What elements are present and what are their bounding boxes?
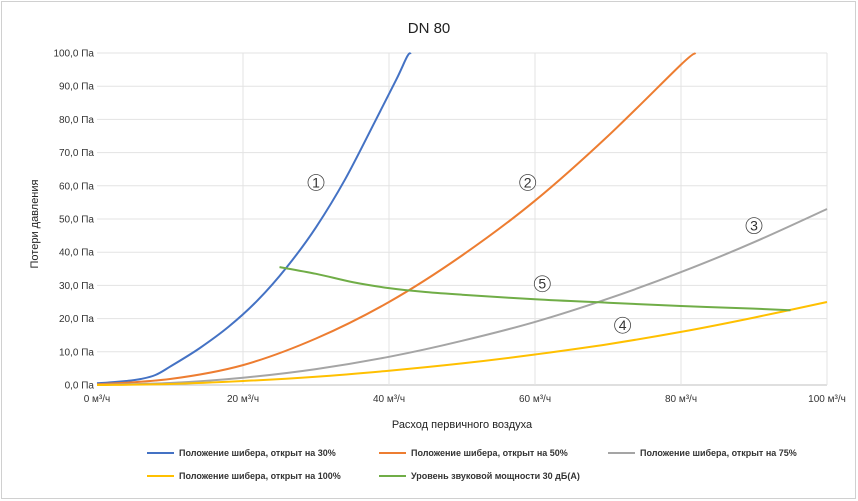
x-tick-label: 20 м³/ч — [227, 394, 259, 405]
legend-label-2: Положение шибера, открыт на 50% — [411, 448, 568, 458]
y-axis-label: Потери давления — [29, 179, 41, 268]
curve-marker-circle — [519, 174, 537, 191]
curve-marker-label: 2 — [524, 174, 532, 190]
x-tick-label: 60 м³/ч — [519, 394, 551, 405]
series-line-4 — [96, 301, 828, 386]
curve-markers: 1 2 3 4 5 — [307, 174, 763, 334]
legend: Положение шибера, открыт на 30% Положение… — [147, 448, 797, 481]
chart-title: DN 80 — [408, 20, 451, 37]
x-tick-label: 40 м³/ч — [373, 394, 405, 405]
grid — [97, 52, 828, 386]
x-tick-label: 0 м³/ч — [84, 394, 111, 405]
curve-marker-circle — [533, 275, 551, 293]
legend-label-5: Уровень звуковой мощности 30 дБ(А) — [411, 471, 580, 481]
y-tick-label: 90,0 Па — [59, 82, 94, 93]
series-line-5 — [279, 266, 791, 312]
curve-marker-label: 4 — [619, 317, 627, 333]
y-tick-label: 30,0 Па — [59, 281, 94, 292]
y-tick-label: 40,0 Па — [59, 248, 94, 259]
series-line-2 — [96, 52, 697, 386]
x-axis-label: Расход первичного воздуха — [392, 419, 533, 431]
series-line-3 — [96, 208, 828, 386]
curve-marker-label: 5 — [538, 276, 546, 292]
series-line-1 — [96, 52, 412, 385]
y-tick-label: 50,0 Па — [59, 215, 94, 226]
curve-marker-circle — [307, 174, 325, 191]
y-axis-ticks: 0,0 Па 10,0 Па 20,0 Па 30,0 Па 40,0 Па 50,0 П… — [53, 49, 94, 392]
legend-label-1: Положение шибера, открыт на 30% — [179, 448, 336, 458]
y-tick-label: 70,0 Па — [59, 148, 94, 159]
y-tick-label: 20,0 Па — [59, 314, 94, 325]
curve-marker-label: 3 — [750, 218, 758, 234]
y-tick-label: 10,0 Па — [59, 347, 94, 358]
y-tick-label: 100,0 Па — [53, 49, 94, 60]
curve-marker-circle — [745, 217, 763, 235]
y-tick-label: 80,0 Па — [59, 115, 94, 126]
legend-label-4: Положение шибера, открыт на 100% — [179, 471, 341, 481]
x-axis-ticks: 0 м³/ч 20 м³/ч 40 м³/ч 60 м³/ч 80 м³/ч 100 м³… — [84, 394, 846, 405]
curve-marker-label: 1 — [312, 174, 320, 190]
series-lines — [96, 52, 828, 386]
x-tick-label: 80 м³/ч — [665, 394, 697, 405]
y-tick-label: 0,0 Па — [65, 381, 95, 392]
curve-marker-circle — [614, 316, 631, 334]
legend-label-3: Положение шибера, открыт на 75% — [640, 448, 797, 458]
x-tick-label: 100 м³/ч — [808, 394, 846, 405]
y-tick-label: 60,0 Па — [59, 181, 94, 192]
